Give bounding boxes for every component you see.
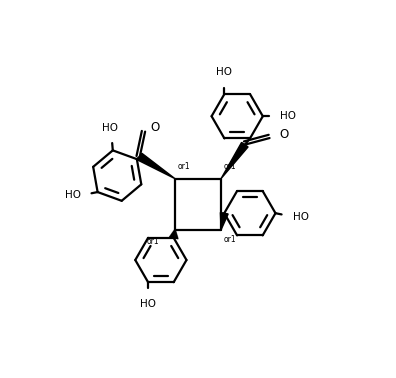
Text: HO: HO [293,212,308,222]
Text: HO: HO [65,190,80,200]
Text: or1: or1 [224,162,237,171]
Text: HO: HO [102,123,118,133]
Text: or1: or1 [147,237,160,246]
Text: HO: HO [140,299,156,309]
Polygon shape [221,212,228,230]
Text: O: O [150,121,159,135]
Text: O: O [279,128,289,141]
Text: HO: HO [216,67,232,77]
Polygon shape [138,153,175,179]
Text: HO: HO [280,111,296,121]
Polygon shape [221,143,248,179]
Text: or1: or1 [178,162,190,171]
Text: or1: or1 [224,235,237,244]
